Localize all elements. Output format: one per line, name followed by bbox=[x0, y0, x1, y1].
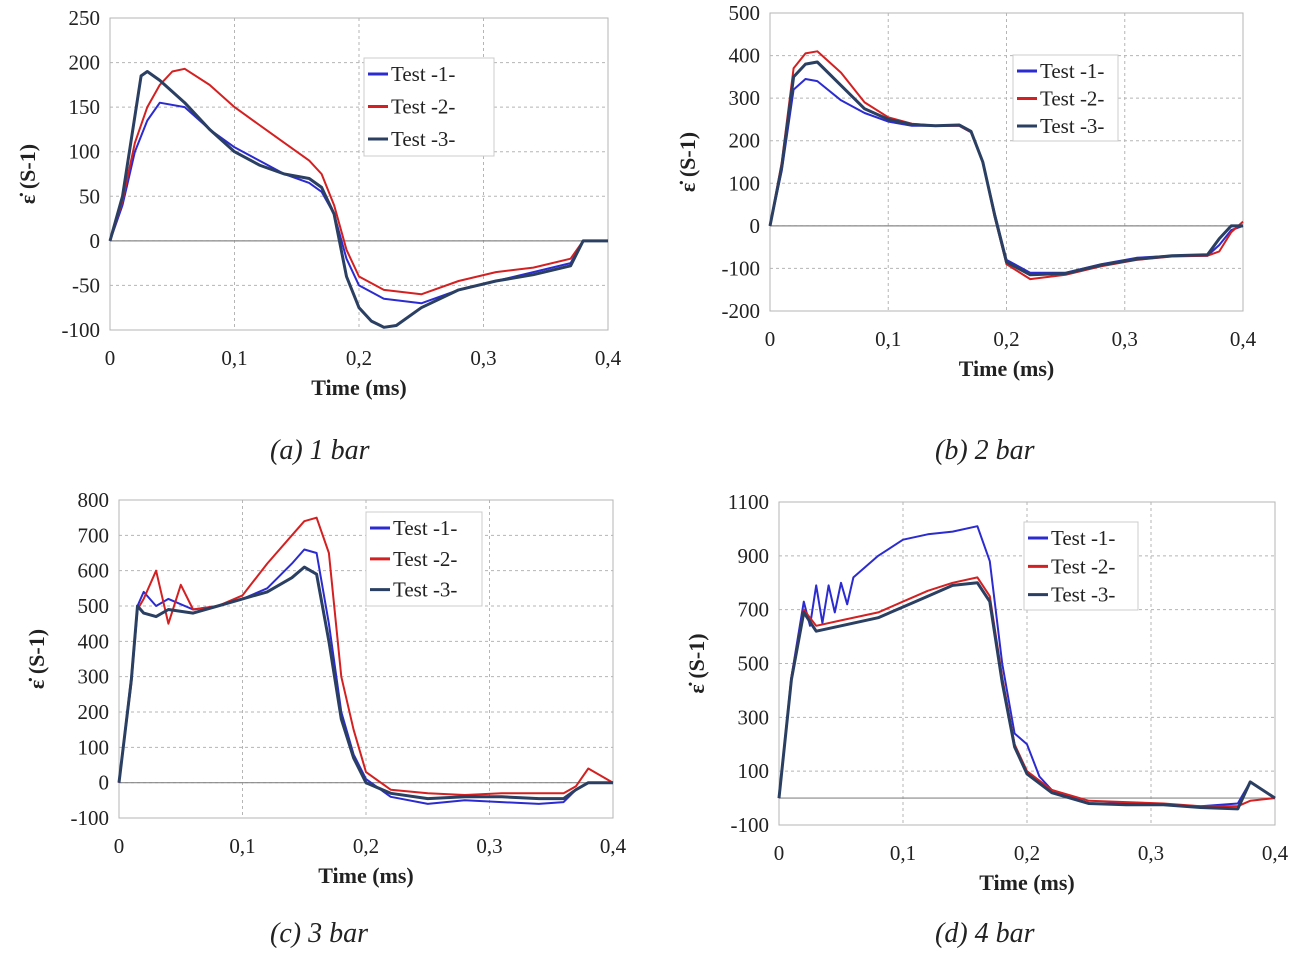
legend-label-test-3: Test -3- bbox=[391, 127, 455, 151]
y-tick-label: 500 bbox=[738, 652, 770, 676]
y-axis-label: ε̇ (S-1) bbox=[675, 132, 700, 192]
legend-label-test-3: Test -3- bbox=[393, 578, 457, 602]
y-axis-label: ε̇ (S-1) bbox=[684, 633, 709, 693]
series-line-test-3 bbox=[108, 70, 608, 329]
y-tick-label: 300 bbox=[738, 705, 770, 729]
y-tick-label: -100 bbox=[71, 806, 110, 830]
panel-1-bar: -100 -50 0 50 100 150 200 250 0 0,1 0,2 0,3 0,4 Time … bbox=[15, 6, 622, 400]
x-tick-label: 0 bbox=[765, 327, 776, 351]
x-tick-label: 0,1 bbox=[229, 834, 255, 858]
x-tick-label: 0,2 bbox=[1014, 841, 1040, 865]
x-tick-label: 0 bbox=[774, 841, 785, 865]
x-tick-label: 0,2 bbox=[993, 327, 1019, 351]
panel-4-bar: -100 100 300 500 700 900 1100 0 0,1 0,2 0,3 0,4 Time… bbox=[684, 490, 1289, 895]
y-tick-label: 800 bbox=[78, 488, 110, 512]
x-tick-label: 0,1 bbox=[890, 841, 916, 865]
y-tick-label: 0 bbox=[750, 214, 761, 238]
y-tick-label: 500 bbox=[729, 1, 761, 25]
y-tick-label: 250 bbox=[69, 6, 101, 30]
panel-2-bar: -200 -100 0 100 200 300 400 500 0 0,1 0,2 0,3 0,4 Tim… bbox=[675, 1, 1257, 381]
y-tick-label: 900 bbox=[738, 544, 770, 568]
legend-label-test-2: Test -2- bbox=[393, 547, 457, 571]
x-tick-label: 0,1 bbox=[875, 327, 901, 351]
legend-label-test-2: Test -2- bbox=[391, 95, 455, 119]
series-line-test-1 bbox=[118, 548, 613, 805]
x-tick-label: 0,3 bbox=[1112, 327, 1138, 351]
legend-label-test-2: Test -2- bbox=[1040, 87, 1104, 111]
y-tick-label: -50 bbox=[72, 273, 100, 297]
x-tick-label: 0,4 bbox=[600, 834, 627, 858]
y-tick-label: 200 bbox=[729, 129, 761, 153]
x-tick-label: 0,3 bbox=[470, 346, 496, 370]
series-line-test-3 bbox=[768, 60, 1243, 277]
legend-label-test-1: Test -1- bbox=[393, 516, 457, 540]
legend-label-test-1: Test -1- bbox=[391, 62, 455, 86]
x-tick-label: 0,4 bbox=[1262, 841, 1289, 865]
legend-label-test-1: Test -1- bbox=[1040, 59, 1104, 83]
y-tick-label: 700 bbox=[78, 523, 110, 547]
y-tick-label: 200 bbox=[78, 700, 110, 724]
y-tick-label: 1100 bbox=[728, 490, 769, 514]
y-tick-label: 100 bbox=[69, 140, 101, 164]
y-tick-label: 0 bbox=[90, 229, 101, 253]
y-tick-label: 600 bbox=[78, 559, 110, 583]
y-tick-label: 700 bbox=[738, 598, 770, 622]
y-axis-label: ε̇ (S-1) bbox=[24, 629, 49, 689]
series-line-test-3 bbox=[777, 581, 1276, 811]
y-tick-label: 300 bbox=[78, 665, 110, 689]
x-tick-label: 0,3 bbox=[476, 834, 502, 858]
y-tick-label: -100 bbox=[62, 318, 101, 342]
y-axis-label: ε̇ (S-1) bbox=[15, 144, 40, 204]
legend-label-test-2: Test -2- bbox=[1051, 554, 1115, 578]
y-tick-label: 400 bbox=[78, 629, 110, 653]
y-tick-label: 150 bbox=[69, 95, 101, 119]
x-tick-label: 0 bbox=[114, 834, 125, 858]
y-tick-label: 500 bbox=[78, 594, 110, 618]
x-tick-label: 0,4 bbox=[595, 346, 622, 370]
y-tick-label: 0 bbox=[99, 771, 110, 795]
caption-3-bar: (c) 3 bar bbox=[270, 918, 368, 949]
x-tick-label: 0,3 bbox=[1138, 841, 1164, 865]
y-tick-label: 100 bbox=[738, 759, 770, 783]
x-axis-label: Time (ms) bbox=[311, 375, 407, 400]
caption-1-bar: (a) 1 bar bbox=[270, 435, 370, 466]
series-line-test-3 bbox=[117, 565, 613, 801]
x-tick-label: 0,2 bbox=[353, 834, 379, 858]
legend-label-test-3: Test -3- bbox=[1040, 114, 1104, 138]
x-tick-label: 0 bbox=[105, 346, 116, 370]
y-tick-label: 200 bbox=[69, 51, 101, 75]
y-tick-label: 50 bbox=[79, 184, 100, 208]
x-tick-label: 0,1 bbox=[221, 346, 247, 370]
y-tick-label: 100 bbox=[729, 171, 761, 195]
x-tick-label: 0,2 bbox=[346, 346, 372, 370]
caption-4-bar: (d) 4 bar bbox=[935, 918, 1035, 949]
x-tick-label: 0,4 bbox=[1230, 327, 1257, 351]
y-tick-label: 100 bbox=[78, 735, 110, 759]
legend-label-test-3: Test -3- bbox=[1051, 583, 1115, 607]
x-axis-label: Time (ms) bbox=[979, 870, 1075, 895]
y-tick-label: 400 bbox=[729, 44, 761, 68]
series-line-test-2 bbox=[109, 67, 608, 296]
y-tick-label: -100 bbox=[722, 256, 761, 280]
x-axis-label: Time (ms) bbox=[959, 356, 1055, 381]
series-line-test-2 bbox=[118, 516, 614, 796]
y-tick-label: -200 bbox=[722, 299, 761, 323]
x-axis-label: Time (ms) bbox=[318, 863, 414, 888]
y-tick-label: 300 bbox=[729, 86, 761, 110]
y-tick-label: -100 bbox=[731, 813, 770, 837]
legend-label-test-1: Test -1- bbox=[1051, 526, 1115, 550]
caption-2-bar: (b) 2 bar bbox=[935, 435, 1035, 466]
